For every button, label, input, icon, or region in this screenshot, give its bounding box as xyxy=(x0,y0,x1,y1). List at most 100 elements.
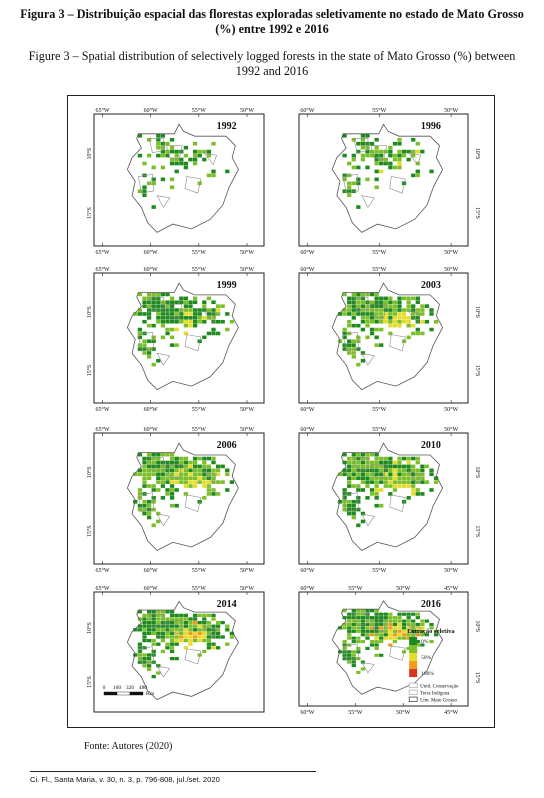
protected-area xyxy=(407,471,422,484)
top-tick-label: 50°W xyxy=(240,266,254,273)
protected-area xyxy=(156,665,171,678)
legend-layer-swatch xyxy=(408,696,418,702)
right-tick-label: 15°S xyxy=(474,365,480,377)
bottom-tick-label: 65°W xyxy=(95,249,109,256)
top-tick-label: 55°W xyxy=(192,107,206,114)
year-label: 2003 xyxy=(421,280,441,291)
legend-class-label: 0% xyxy=(421,639,429,645)
bottom-tick-label: 60°W xyxy=(144,406,158,413)
protected-area xyxy=(370,145,387,161)
map-frame xyxy=(298,113,469,247)
protected-area xyxy=(156,195,171,209)
bottom-tick-label: 55°W xyxy=(192,567,206,574)
top-tick-label: 50°W xyxy=(240,585,254,592)
protected-area xyxy=(342,173,359,194)
protected-area xyxy=(203,471,217,484)
top-tick-label: 65°W xyxy=(95,266,109,273)
bottom-tick-label: 55°W xyxy=(372,249,386,256)
year-label: 1996 xyxy=(421,121,441,132)
scale-bar-label: 480 xyxy=(139,685,148,691)
protected-area xyxy=(203,310,217,324)
protected-area xyxy=(361,513,375,527)
left-tick-label: 10°S xyxy=(86,622,93,634)
protected-area xyxy=(203,626,217,639)
left-tick-label: 15°S xyxy=(86,207,93,219)
protected-area xyxy=(166,464,183,479)
protected-area xyxy=(342,643,359,661)
figure-source: Fonte: Autores (2020) xyxy=(84,741,173,752)
protected-area xyxy=(342,492,359,512)
logging-cells xyxy=(342,133,434,209)
top-tick-label: 55°W xyxy=(372,266,386,273)
protected-area xyxy=(407,310,422,324)
right-tick-label: 10°S xyxy=(474,306,480,318)
bottom-tick-label: 60°W xyxy=(300,249,314,256)
bottom-tick-label: 50°W xyxy=(444,249,458,256)
bottom-tick-label: 50°W xyxy=(444,567,458,574)
protected-area xyxy=(156,352,171,366)
bottom-tick-label: 60°W xyxy=(144,567,158,574)
logging-cells xyxy=(337,292,439,367)
top-tick-label: 60°W xyxy=(300,426,314,433)
figure-caption-pt: Figura 3 – Distribuição espacial das flo… xyxy=(20,7,524,36)
bottom-tick-label: 60°W xyxy=(300,567,314,574)
top-tick-label: 60°W xyxy=(144,585,158,592)
top-tick-label: 60°W xyxy=(144,266,158,273)
left-tick-label: 10°S xyxy=(86,306,93,318)
left-tick-label: 15°S xyxy=(86,525,93,537)
top-tick-label: 60°W xyxy=(300,266,314,273)
left-tick-label: 15°S xyxy=(86,676,93,688)
top-tick-label: 50°W xyxy=(396,585,410,592)
right-tick-label: 10°S xyxy=(474,620,480,632)
map-frame xyxy=(298,272,469,404)
protected-area xyxy=(407,625,422,637)
top-tick-label: 65°W xyxy=(95,585,109,592)
protected-area xyxy=(353,296,369,312)
mato-grosso-outline xyxy=(331,600,444,695)
top-tick-label: 60°W xyxy=(144,107,158,114)
map-panel-2010: 60°W 55°W 50°W 60°W 55°W 50°W 10°S 15°S 2010 xyxy=(287,423,480,574)
protected-area xyxy=(166,303,183,319)
left-tick-label: 15°S xyxy=(86,365,93,377)
protected-area xyxy=(389,494,406,513)
protected-area xyxy=(166,620,183,635)
bottom-tick-label: 55°W xyxy=(192,249,206,256)
protected-area xyxy=(203,152,217,166)
scale-bar-unit: Km xyxy=(146,691,155,697)
top-tick-label: 50°W xyxy=(444,266,458,273)
bottom-tick-label: 55°W xyxy=(372,406,386,413)
map-panel-1996: 60°W 55°W 50°W 60°W 55°W 50°W 10°S 15°S 1996 xyxy=(287,104,480,256)
year-label: 1999 xyxy=(217,280,237,291)
protected-area xyxy=(184,176,202,194)
legend-layer-swatch xyxy=(408,689,418,695)
year-label: 2010 xyxy=(421,440,441,451)
top-tick-label: 60°W xyxy=(300,585,314,592)
logging-cells xyxy=(337,609,439,674)
year-label: 2006 xyxy=(217,440,237,451)
top-tick-label: 60°W xyxy=(144,426,158,433)
protected-area xyxy=(166,145,183,161)
map-panel-1992: 65°W 60°W 55°W 50°W 65°W 60°W 55°W 50°W 10°S 15°S… xyxy=(82,104,276,256)
bottom-tick-label: 55°W xyxy=(348,709,362,716)
map-frame xyxy=(298,591,469,707)
legend-swatch xyxy=(409,653,418,662)
top-tick-label: 55°W xyxy=(192,426,206,433)
protected-area xyxy=(148,138,164,154)
legend-title: Extração seletiva xyxy=(407,628,455,635)
protected-area xyxy=(342,331,359,352)
scale-bar-label: 0 xyxy=(103,685,106,691)
protected-area xyxy=(148,457,164,472)
top-tick-label: 50°W xyxy=(444,426,458,433)
legend-layer-label: Lim. Mato Grosso xyxy=(420,698,457,703)
logging-cells xyxy=(337,452,439,528)
map-panel-2006: 65°W 60°W 55°W 50°W 65°W 60°W 55°W 50°W 10°S 15°S… xyxy=(82,423,276,574)
bottom-tick-label: 45°W xyxy=(444,709,458,716)
protected-area xyxy=(361,352,375,366)
protected-area xyxy=(148,614,164,628)
scale-bar-label: 160 xyxy=(113,685,122,691)
legend-layer-label: Terra Indígena xyxy=(420,691,450,696)
mato-grosso-outline xyxy=(331,123,444,233)
map-frame xyxy=(93,432,265,565)
protected-area xyxy=(184,648,202,665)
